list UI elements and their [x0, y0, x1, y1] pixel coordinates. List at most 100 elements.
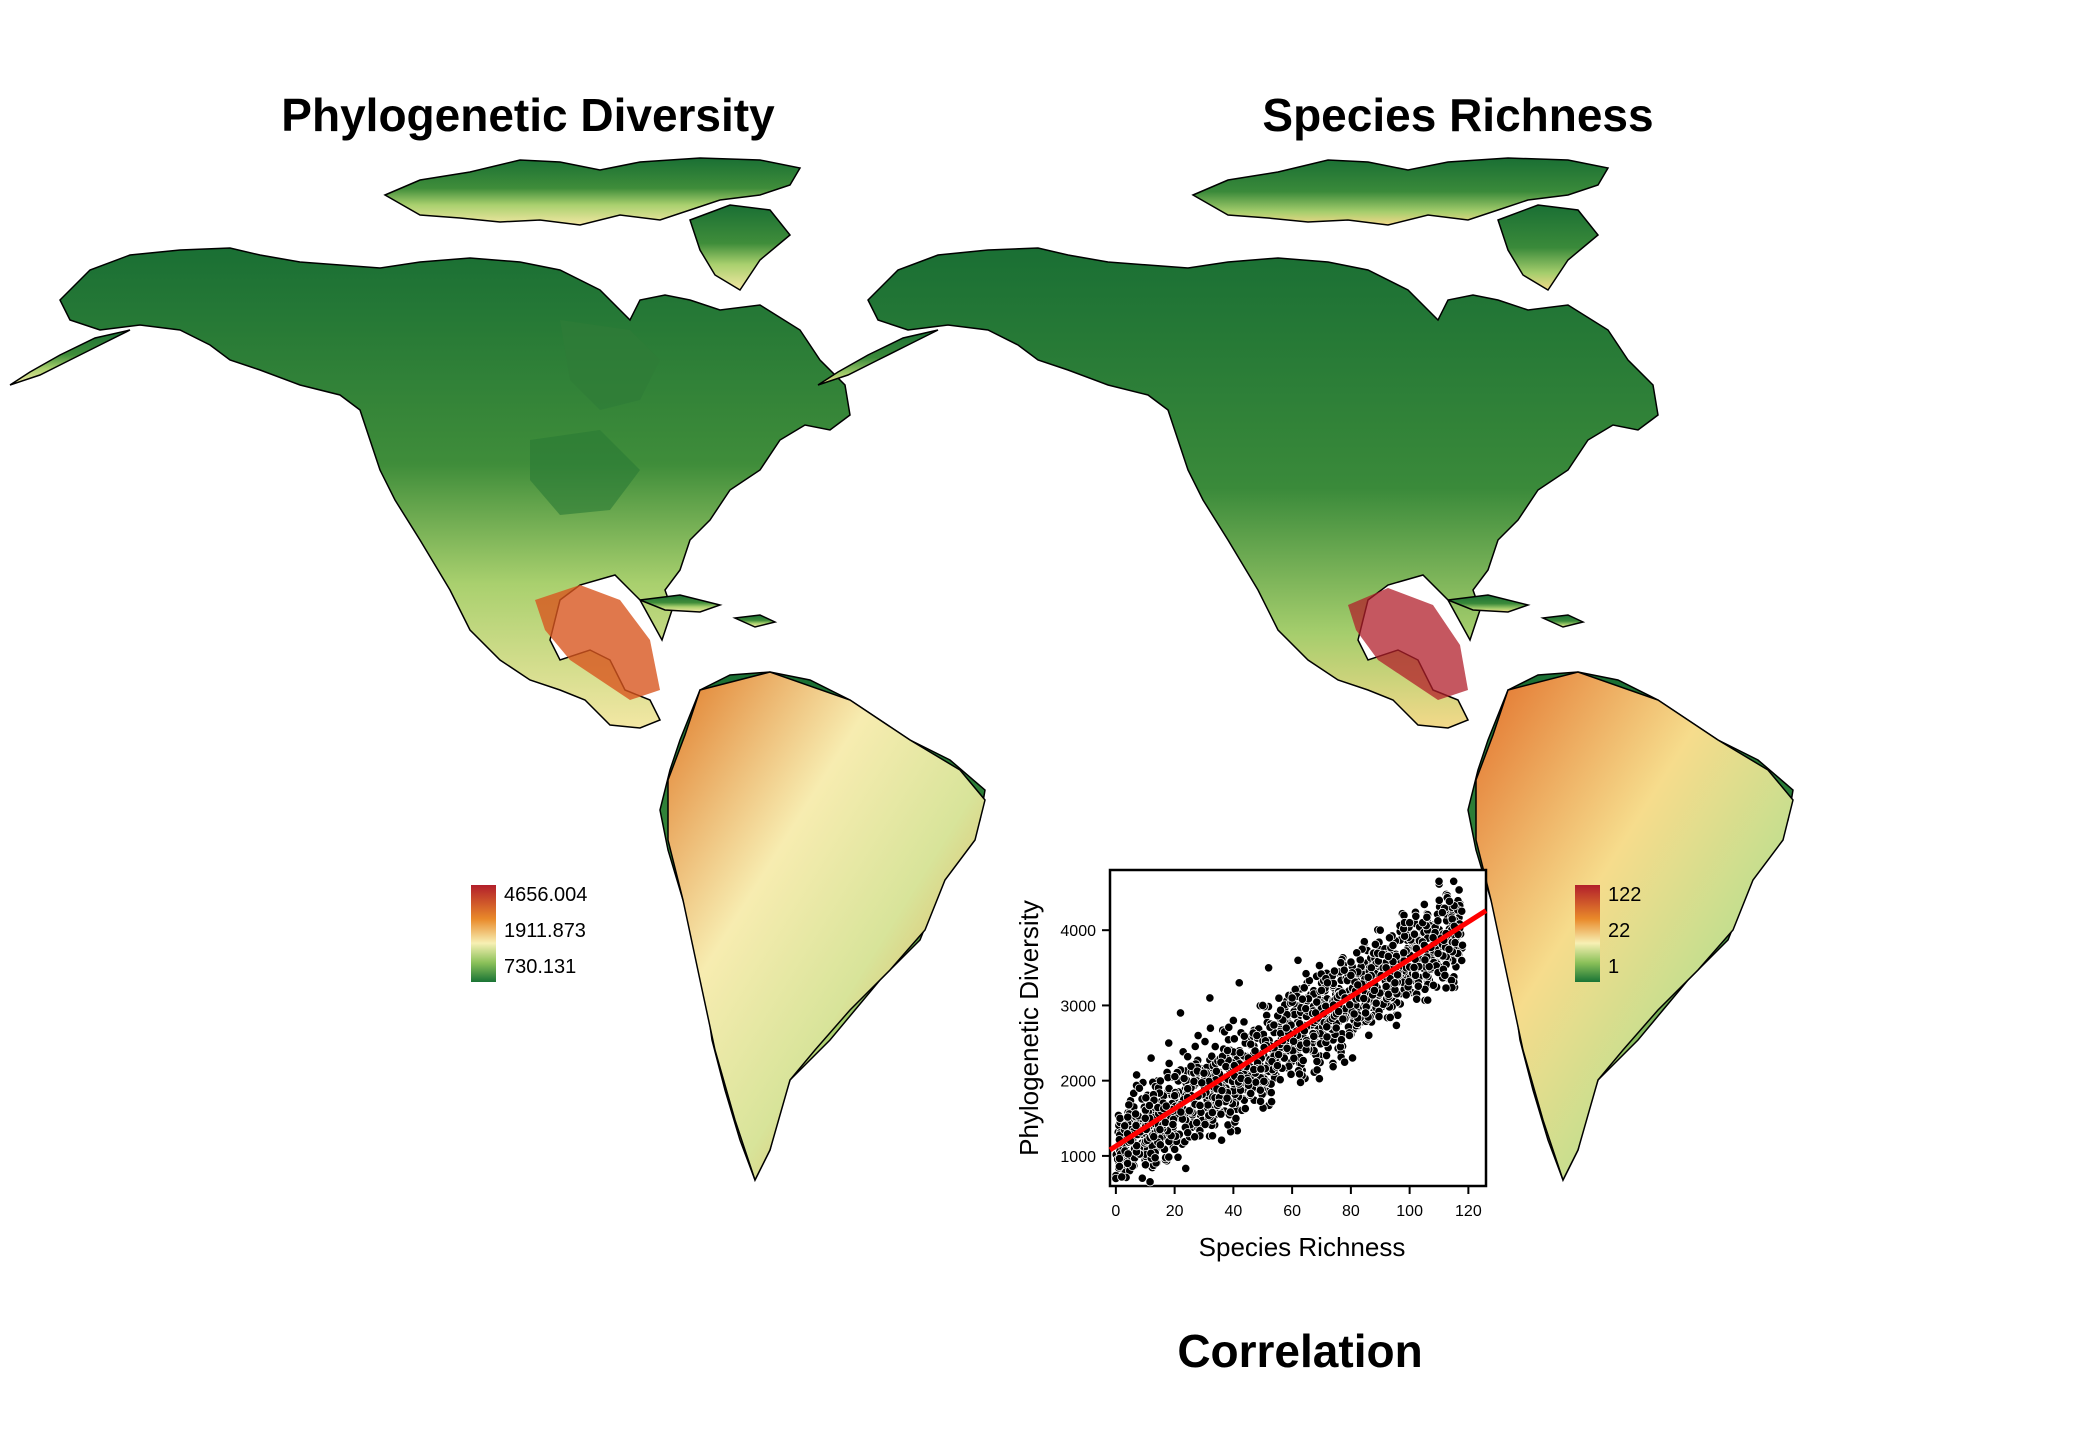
scatter-point	[1132, 1070, 1142, 1080]
scatter-point	[1316, 985, 1327, 995]
scatter-point	[1192, 1118, 1202, 1128]
pd-legend-bar	[471, 885, 496, 982]
pd-legend-mid: 1911.873	[504, 920, 586, 942]
scatter-point	[1374, 1011, 1384, 1022]
scatter-point	[1433, 948, 1443, 959]
scatter-point	[1243, 1076, 1253, 1086]
regression-line	[1108, 908, 1488, 1152]
scatter-point	[1211, 1066, 1221, 1076]
scatter-point	[1145, 1177, 1155, 1187]
scatter-point	[1295, 1077, 1306, 1087]
scatter-point	[1239, 1031, 1249, 1041]
scatter-point	[1216, 1135, 1227, 1145]
scatter-point	[1281, 1023, 1291, 1033]
scatter-point	[1203, 1100, 1213, 1110]
scatter-point	[1255, 1085, 1265, 1095]
scatter-point	[1189, 1076, 1199, 1086]
scatter-point	[1155, 1076, 1165, 1086]
scatter-point	[1146, 1053, 1156, 1063]
scatter-point	[1440, 970, 1450, 980]
scatter-point	[1170, 1091, 1180, 1101]
scatter-point	[1411, 911, 1421, 921]
scatter-point	[1302, 1038, 1312, 1048]
scatter-point	[1216, 1109, 1226, 1119]
scatter-point	[1222, 1093, 1232, 1103]
scatter-point	[1338, 1014, 1348, 1024]
y-tick-label: 1000	[1060, 1149, 1096, 1166]
scatter-point	[1234, 978, 1244, 988]
scatter-point	[1331, 1023, 1341, 1033]
scatter-points	[1111, 876, 1468, 1187]
correlation-scatter: 0 20 40 60 80 100 120 1000 2000 3000 4000 Species…	[1014, 868, 1488, 1262]
scatter-point	[1321, 1050, 1332, 1061]
scatter-point	[1183, 1084, 1193, 1094]
scatter-point	[1289, 1053, 1299, 1063]
scatter-point	[1207, 1051, 1217, 1061]
x-tick-label: 100	[1396, 1203, 1423, 1220]
scatter-point	[1388, 940, 1398, 951]
scatter-point	[1140, 1160, 1151, 1170]
scatter-point	[1252, 1030, 1262, 1041]
scatter-point	[1217, 1086, 1227, 1096]
scatter-point	[1228, 1015, 1238, 1026]
scatter-point	[1131, 1120, 1141, 1131]
scatter-point	[1322, 978, 1332, 988]
scatter-point	[1205, 993, 1215, 1003]
scatter-point	[1205, 1023, 1216, 1033]
scatter-point	[1400, 931, 1410, 941]
scatter-point	[1359, 993, 1369, 1004]
scatter-point	[1274, 1050, 1284, 1060]
scatter-point	[1123, 1149, 1133, 1159]
scatter-point	[1352, 948, 1362, 958]
scatter-point	[1183, 1128, 1193, 1138]
scatter-point	[1114, 1153, 1125, 1164]
scatter-point	[1371, 998, 1381, 1008]
scatter-point	[1369, 985, 1379, 995]
scatter-point	[1256, 1064, 1266, 1074]
scatter-point	[1359, 937, 1369, 947]
scatter-point	[1140, 1113, 1150, 1123]
scatter-point	[1258, 1000, 1268, 1011]
y-tick-label: 2000	[1060, 1074, 1096, 1091]
scatter-point	[1309, 1031, 1319, 1041]
scatter-point	[1298, 1055, 1308, 1066]
x-tick-label: 40	[1224, 1203, 1242, 1220]
scatter-point	[1289, 1036, 1299, 1046]
scatter-point	[1422, 912, 1432, 922]
sr-legend-mid: 22	[1608, 920, 1630, 942]
scatter-point	[1123, 1112, 1133, 1122]
scatter-point	[1231, 1113, 1241, 1123]
scatter-point	[1255, 1096, 1266, 1106]
scatter-point	[1275, 1075, 1285, 1085]
scatter-point	[1246, 1088, 1256, 1099]
scatter-point	[1269, 1020, 1279, 1030]
scatter-point	[1275, 1005, 1286, 1015]
scatter-point	[1155, 1140, 1165, 1150]
scatter-point	[1391, 1020, 1402, 1031]
correlation-title: Correlation	[1177, 1325, 1423, 1377]
scatter-point	[1181, 1163, 1191, 1174]
scatter-point	[1246, 1039, 1256, 1049]
scatter-point	[1340, 1057, 1350, 1067]
scatter-point	[1164, 1152, 1174, 1162]
x-tick-label: 120	[1455, 1203, 1482, 1220]
scatter-point	[1444, 896, 1455, 906]
scatter-point	[1409, 962, 1419, 973]
scatter-point	[1345, 1000, 1355, 1010]
scatter-point	[1322, 1032, 1332, 1042]
scatter-point	[1222, 1045, 1233, 1056]
scatter-point	[1366, 963, 1376, 973]
scatter-point	[1123, 1158, 1133, 1169]
scatter-point	[1419, 899, 1429, 910]
scatter-point	[1375, 925, 1385, 935]
scatter-point	[1193, 1030, 1203, 1041]
scatter-point	[1441, 983, 1451, 993]
scatter-point	[1457, 955, 1467, 966]
scatter-point	[1115, 1113, 1125, 1123]
sr-legend-max: 122	[1608, 884, 1641, 906]
scatter-point	[1339, 965, 1349, 975]
scatter-point	[1424, 961, 1434, 972]
scatter-point	[1437, 907, 1447, 918]
scatter-point	[1129, 1088, 1139, 1098]
scatter-point	[1264, 963, 1274, 973]
